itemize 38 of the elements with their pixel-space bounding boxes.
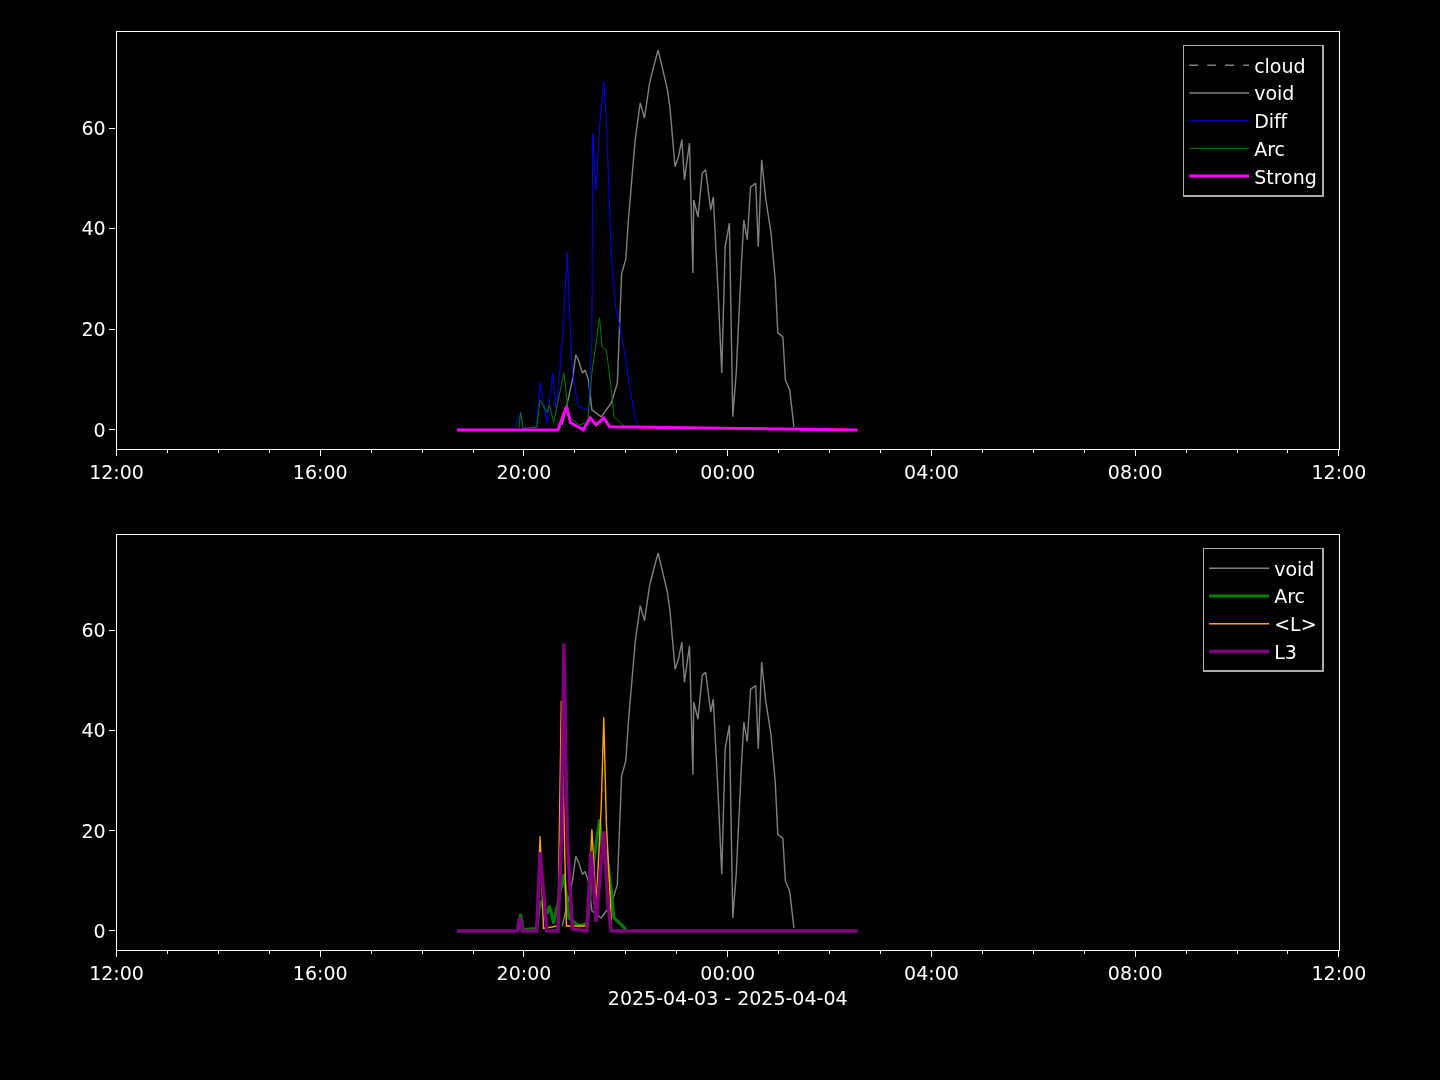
x-tick-label: 12:00 — [89, 460, 144, 483]
y-tick-label: 0 — [93, 919, 106, 942]
x-tick-label: 08:00 — [1107, 460, 1163, 483]
x-tick-label: 12:00 — [89, 961, 144, 984]
x-tick-label: 20:00 — [496, 460, 552, 483]
y-tick-label: 40 — [81, 719, 106, 742]
legend-label: cloud — [1254, 54, 1306, 77]
x-axis-title: 2025-04-03 - 2025-04-04 — [607, 986, 848, 1009]
legend-label: Arc — [1274, 585, 1305, 608]
x-tick-label: 04:00 — [904, 460, 959, 483]
y-tick-label: 0 — [93, 418, 106, 441]
line-series — [455, 405, 860, 432]
y-tick-label: 20 — [81, 317, 106, 340]
legend-label: <L> — [1274, 613, 1317, 636]
legend-label: Diff — [1254, 110, 1289, 133]
x-tick-label: 08:00 — [1107, 961, 1163, 984]
legend-label: Arc — [1254, 137, 1285, 160]
x-tick-label: 04:00 — [904, 961, 959, 984]
x-tick-label: 12:00 — [1311, 961, 1367, 984]
x-tick-label: 20:00 — [496, 961, 552, 984]
legend-label: void — [1254, 82, 1295, 105]
line-series — [514, 81, 639, 428]
line-series — [561, 49, 795, 428]
y-tick-label: 60 — [81, 116, 106, 139]
line-series — [518, 317, 627, 429]
x-tick-label: 16:00 — [292, 460, 348, 483]
y-tick-label: 40 — [81, 217, 106, 240]
y-tick-label: 20 — [81, 819, 106, 842]
x-tick-label: 00:00 — [700, 961, 756, 984]
line-series — [455, 641, 860, 933]
y-tick-label: 60 — [81, 619, 106, 642]
line-series — [561, 552, 795, 929]
x-tick-label: 12:00 — [1311, 460, 1367, 483]
x-tick-label: 16:00 — [292, 961, 348, 984]
x-tick-label: 00:00 — [700, 460, 756, 483]
legend-label: void — [1274, 557, 1315, 580]
legend-label: L3 — [1274, 640, 1297, 663]
legend-label: Strong — [1254, 165, 1317, 188]
